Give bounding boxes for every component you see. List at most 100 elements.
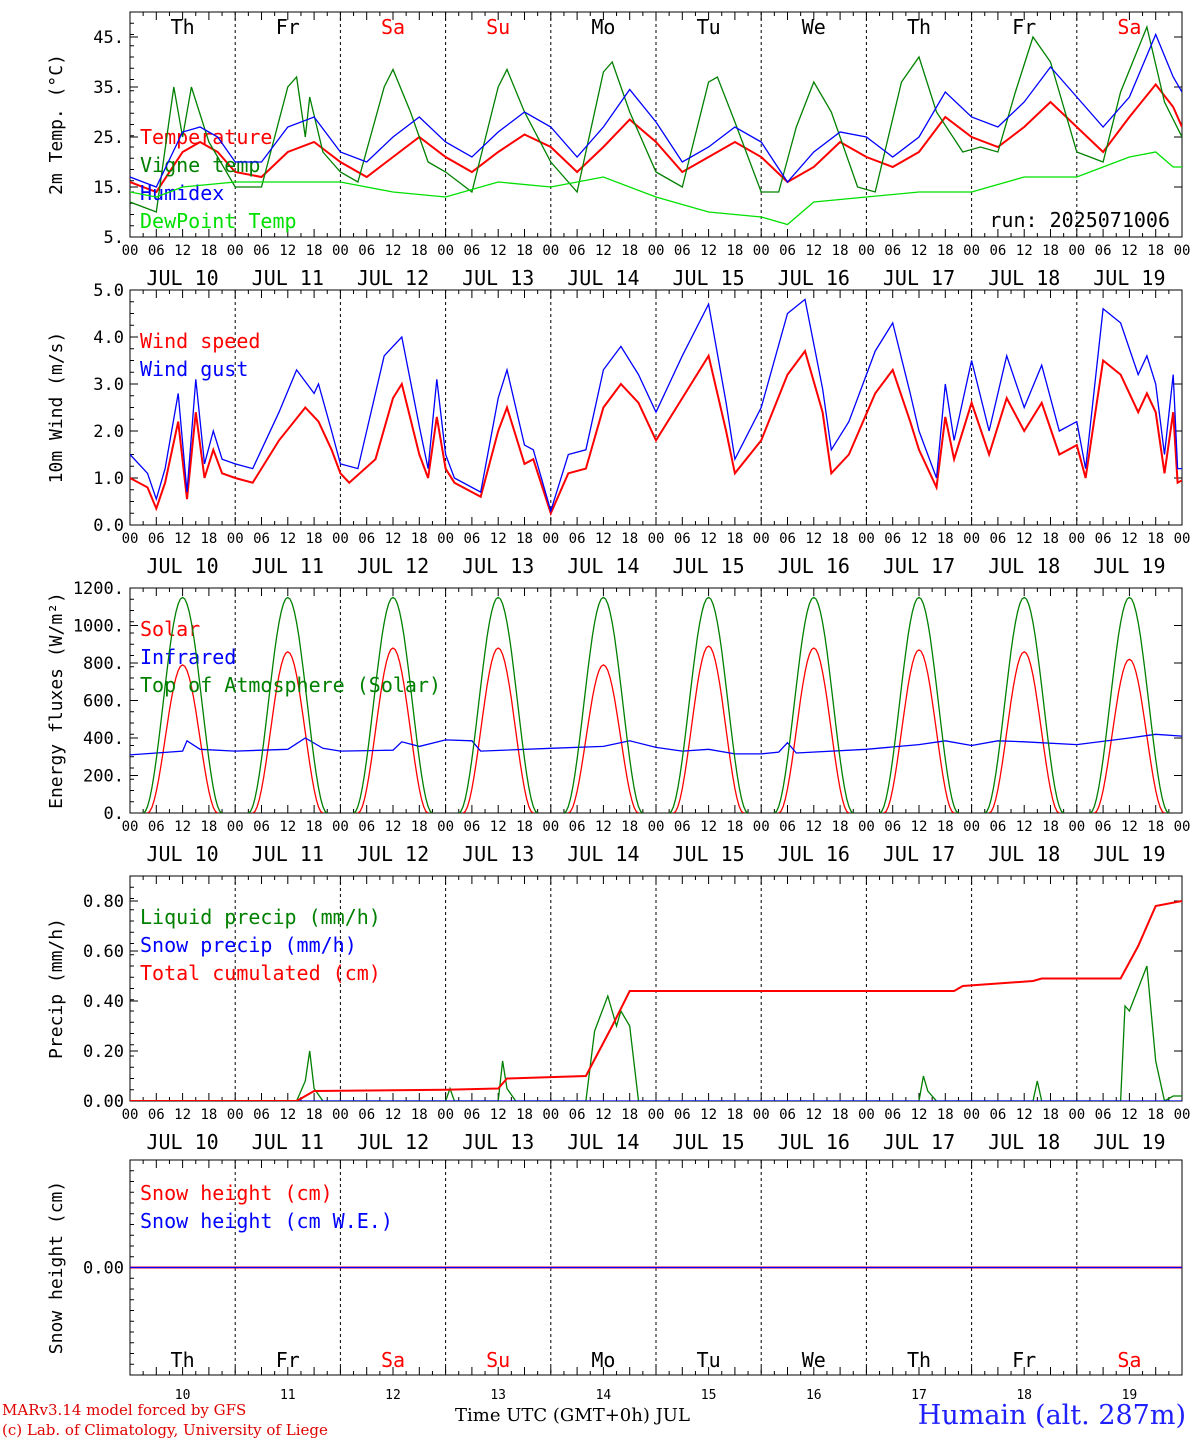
hour-label: 18 — [937, 243, 954, 259]
hour-label: 06 — [674, 1107, 691, 1123]
y-tick-label: 0.00 — [83, 1092, 124, 1112]
series-line-vigne-temp — [130, 24, 1182, 213]
hour-label: 00 — [1068, 819, 1085, 835]
hour-label: 18 — [411, 243, 428, 259]
hour-label: 00 — [542, 819, 559, 835]
hour-label: 12 — [490, 819, 507, 835]
date-label: JUL 17 — [883, 554, 955, 578]
hour-label: 12 — [1016, 819, 1033, 835]
hour-label: 12 — [595, 243, 612, 259]
hour-label: 00 — [437, 243, 454, 259]
panel-5-ylabel: Snow height (cm) — [46, 1181, 67, 1354]
date-label: JUL 19 — [1093, 842, 1165, 866]
hour-label: 00 — [753, 1107, 770, 1123]
hour-label: 06 — [779, 1107, 796, 1123]
date-number: 17 — [911, 1388, 927, 1403]
day-name: Sa — [1117, 15, 1141, 39]
hour-label: 00 — [332, 243, 349, 259]
hour-label: 06 — [569, 1107, 586, 1123]
hour-label: 18 — [411, 1107, 428, 1123]
hour-label: 18 — [1042, 531, 1059, 547]
hour-label: 06 — [1095, 531, 1112, 547]
series-line-liquid-precip-mm-h- — [130, 965, 1182, 1101]
date-number: 12 — [385, 1388, 401, 1403]
day-name: Sa — [381, 1348, 405, 1372]
hour-label: 12 — [700, 819, 717, 835]
hour-label: 00 — [858, 1107, 875, 1123]
date-label: JUL 10 — [146, 266, 218, 290]
hour-label: 06 — [674, 243, 691, 259]
day-name: Su — [486, 15, 510, 39]
y-tick-label: 600. — [83, 692, 124, 712]
hour-label: 06 — [1095, 1107, 1112, 1123]
legend-liquid-precip-mm-h-: Liquid precip (mm/h) — [140, 905, 381, 929]
hour-label: 12 — [279, 819, 296, 835]
y-tick-label: 0. — [104, 804, 124, 824]
time-axis-label: Time UTC (GMT+0h) JUL — [455, 1405, 690, 1426]
hour-label: 18 — [306, 1107, 323, 1123]
date-number: 19 — [1122, 1388, 1138, 1403]
y-tick-label: 1.0 — [93, 469, 124, 489]
hour-label: 18 — [621, 243, 638, 259]
hour-label: 00 — [437, 819, 454, 835]
y-tick-label: 0.20 — [83, 1042, 124, 1062]
hour-label: 12 — [174, 531, 191, 547]
date-label: JUL 12 — [357, 266, 429, 290]
hour-label: 06 — [463, 243, 480, 259]
hour-label: 00 — [227, 819, 244, 835]
hour-label: 06 — [463, 531, 480, 547]
hour-label: 12 — [1016, 243, 1033, 259]
date-label: JUL 15 — [672, 266, 744, 290]
hour-label: 12 — [911, 243, 928, 259]
hour-label: 00 — [332, 531, 349, 547]
legend-temperature: Temperature — [140, 125, 272, 149]
date-label: JUL 19 — [1093, 266, 1165, 290]
hour-label: 06 — [1095, 819, 1112, 835]
hour-label: 06 — [779, 819, 796, 835]
date-label: JUL 14 — [567, 1130, 639, 1154]
series-line-temperature — [130, 82, 1182, 194]
y-tick-label: 15. — [93, 178, 124, 198]
hour-label: 06 — [148, 1107, 165, 1123]
hour-label: 12 — [1121, 531, 1138, 547]
hour-label: 00 — [332, 1107, 349, 1123]
hour-label: 00 — [332, 819, 349, 835]
hour-label: 12 — [1121, 243, 1138, 259]
hour-label: 12 — [385, 243, 402, 259]
date-label: JUL 13 — [462, 1130, 534, 1154]
y-tick-label: 25. — [93, 128, 124, 148]
hour-label: 12 — [911, 531, 928, 547]
run-label: run: 2025071006 — [989, 208, 1170, 232]
date-label: JUL 10 — [146, 842, 218, 866]
y-tick-label: 0.80 — [83, 892, 124, 912]
hour-label: 06 — [358, 531, 375, 547]
hour-label: 06 — [148, 531, 165, 547]
hour-label: 00 — [1068, 243, 1085, 259]
date-label: JUL 18 — [988, 554, 1060, 578]
y-tick-label: 0.60 — [83, 942, 124, 962]
day-name: Su — [486, 1348, 510, 1372]
hour-label: 06 — [148, 243, 165, 259]
hour-label: 00 — [963, 1107, 980, 1123]
hour-label: 18 — [937, 819, 954, 835]
date-label: JUL 17 — [883, 842, 955, 866]
hour-label: 00 — [122, 531, 139, 547]
date-label: JUL 16 — [778, 266, 850, 290]
day-name: Mo — [591, 1348, 615, 1372]
legend-solar: Solar — [140, 617, 200, 641]
legend-infrared: Infrared — [140, 645, 236, 669]
hour-label: 18 — [1147, 243, 1164, 259]
hour-label: 18 — [516, 531, 533, 547]
date-label: JUL 16 — [778, 554, 850, 578]
date-label: JUL 12 — [357, 1130, 429, 1154]
hour-label: 12 — [385, 531, 402, 547]
date-label: JUL 16 — [778, 842, 850, 866]
hour-label: 18 — [516, 819, 533, 835]
hour-label: 18 — [516, 1107, 533, 1123]
date-label: JUL 12 — [357, 554, 429, 578]
hour-label: 00 — [1174, 1107, 1191, 1123]
hour-label: 00 — [858, 243, 875, 259]
hour-label: 18 — [411, 531, 428, 547]
date-number: 13 — [490, 1388, 506, 1403]
